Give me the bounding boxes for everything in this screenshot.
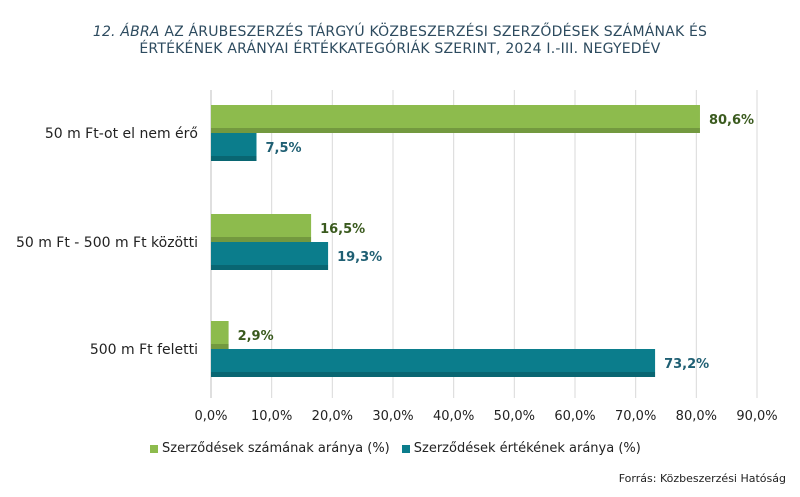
- bar-shade: [211, 128, 700, 133]
- bar: [211, 349, 656, 377]
- x-tick-label: 40,0%: [433, 409, 474, 424]
- figure-number: 12. ÁBRA: [92, 24, 160, 40]
- x-tick-label: 10,0%: [251, 409, 292, 424]
- data-label: 2,9%: [238, 329, 274, 344]
- x-tick-label: 80,0%: [676, 409, 717, 424]
- bar: [211, 242, 329, 270]
- title-line-1: AZ ÁRUBESZERZÉS TÁRGYÚ KÖZBESZERZÉSI SZE…: [164, 24, 708, 40]
- bar-shade: [211, 265, 329, 270]
- bar-shade: [211, 156, 257, 161]
- legend-label-value: Szerződések értékének aránya (%): [413, 441, 641, 456]
- bar-shade: [211, 344, 229, 349]
- bar: [211, 214, 312, 242]
- category-label: 500 m Ft feletti: [90, 342, 198, 358]
- legend-swatch-value: [401, 444, 410, 453]
- legend-item-value: Szerződések értékének aránya (%): [401, 441, 641, 456]
- title-line-2: ÉRTÉKÉNEK ARÁNYAI ÉRTÉKKATEGÓRIÁK SZERIN…: [139, 41, 661, 57]
- data-label: 19,3%: [337, 250, 382, 265]
- legend-label-count: Szerződések számának aránya (%): [162, 441, 390, 456]
- legend-item-count: Szerződések számának aránya (%): [150, 441, 390, 456]
- bar: [211, 321, 229, 349]
- data-label: 73,2%: [664, 357, 709, 372]
- bar: [211, 133, 257, 161]
- source-note: Forrás: Közbeszerzési Hatóság: [618, 472, 786, 485]
- legend: Szerződések számának aránya (%) Szerződé…: [150, 441, 641, 456]
- x-tick-label: 70,0%: [615, 409, 656, 424]
- category-label: 50 m Ft - 500 m Ft közötti: [16, 235, 198, 251]
- bar: [211, 105, 700, 133]
- bar-shade: [211, 372, 656, 377]
- legend-swatch-count: [150, 444, 158, 453]
- x-tick-label: 90,0%: [736, 409, 777, 424]
- x-tick-label: 20,0%: [312, 409, 353, 424]
- x-tick-label: 0,0%: [194, 409, 227, 424]
- x-tick-label: 50,0%: [494, 409, 535, 424]
- data-label: 16,5%: [320, 222, 365, 237]
- x-tick-label: 30,0%: [372, 409, 413, 424]
- data-label: 7,5%: [266, 141, 302, 156]
- category-label: 50 m Ft-ot el nem érő: [45, 126, 198, 142]
- bar-shade: [211, 237, 312, 242]
- x-tick-label: 60,0%: [554, 409, 595, 424]
- chart-title: 12. ÁBRA AZ ÁRUBESZERZÉS TÁRGYÚ KÖZBESZE…: [0, 24, 800, 58]
- data-label: 80,6%: [709, 113, 754, 128]
